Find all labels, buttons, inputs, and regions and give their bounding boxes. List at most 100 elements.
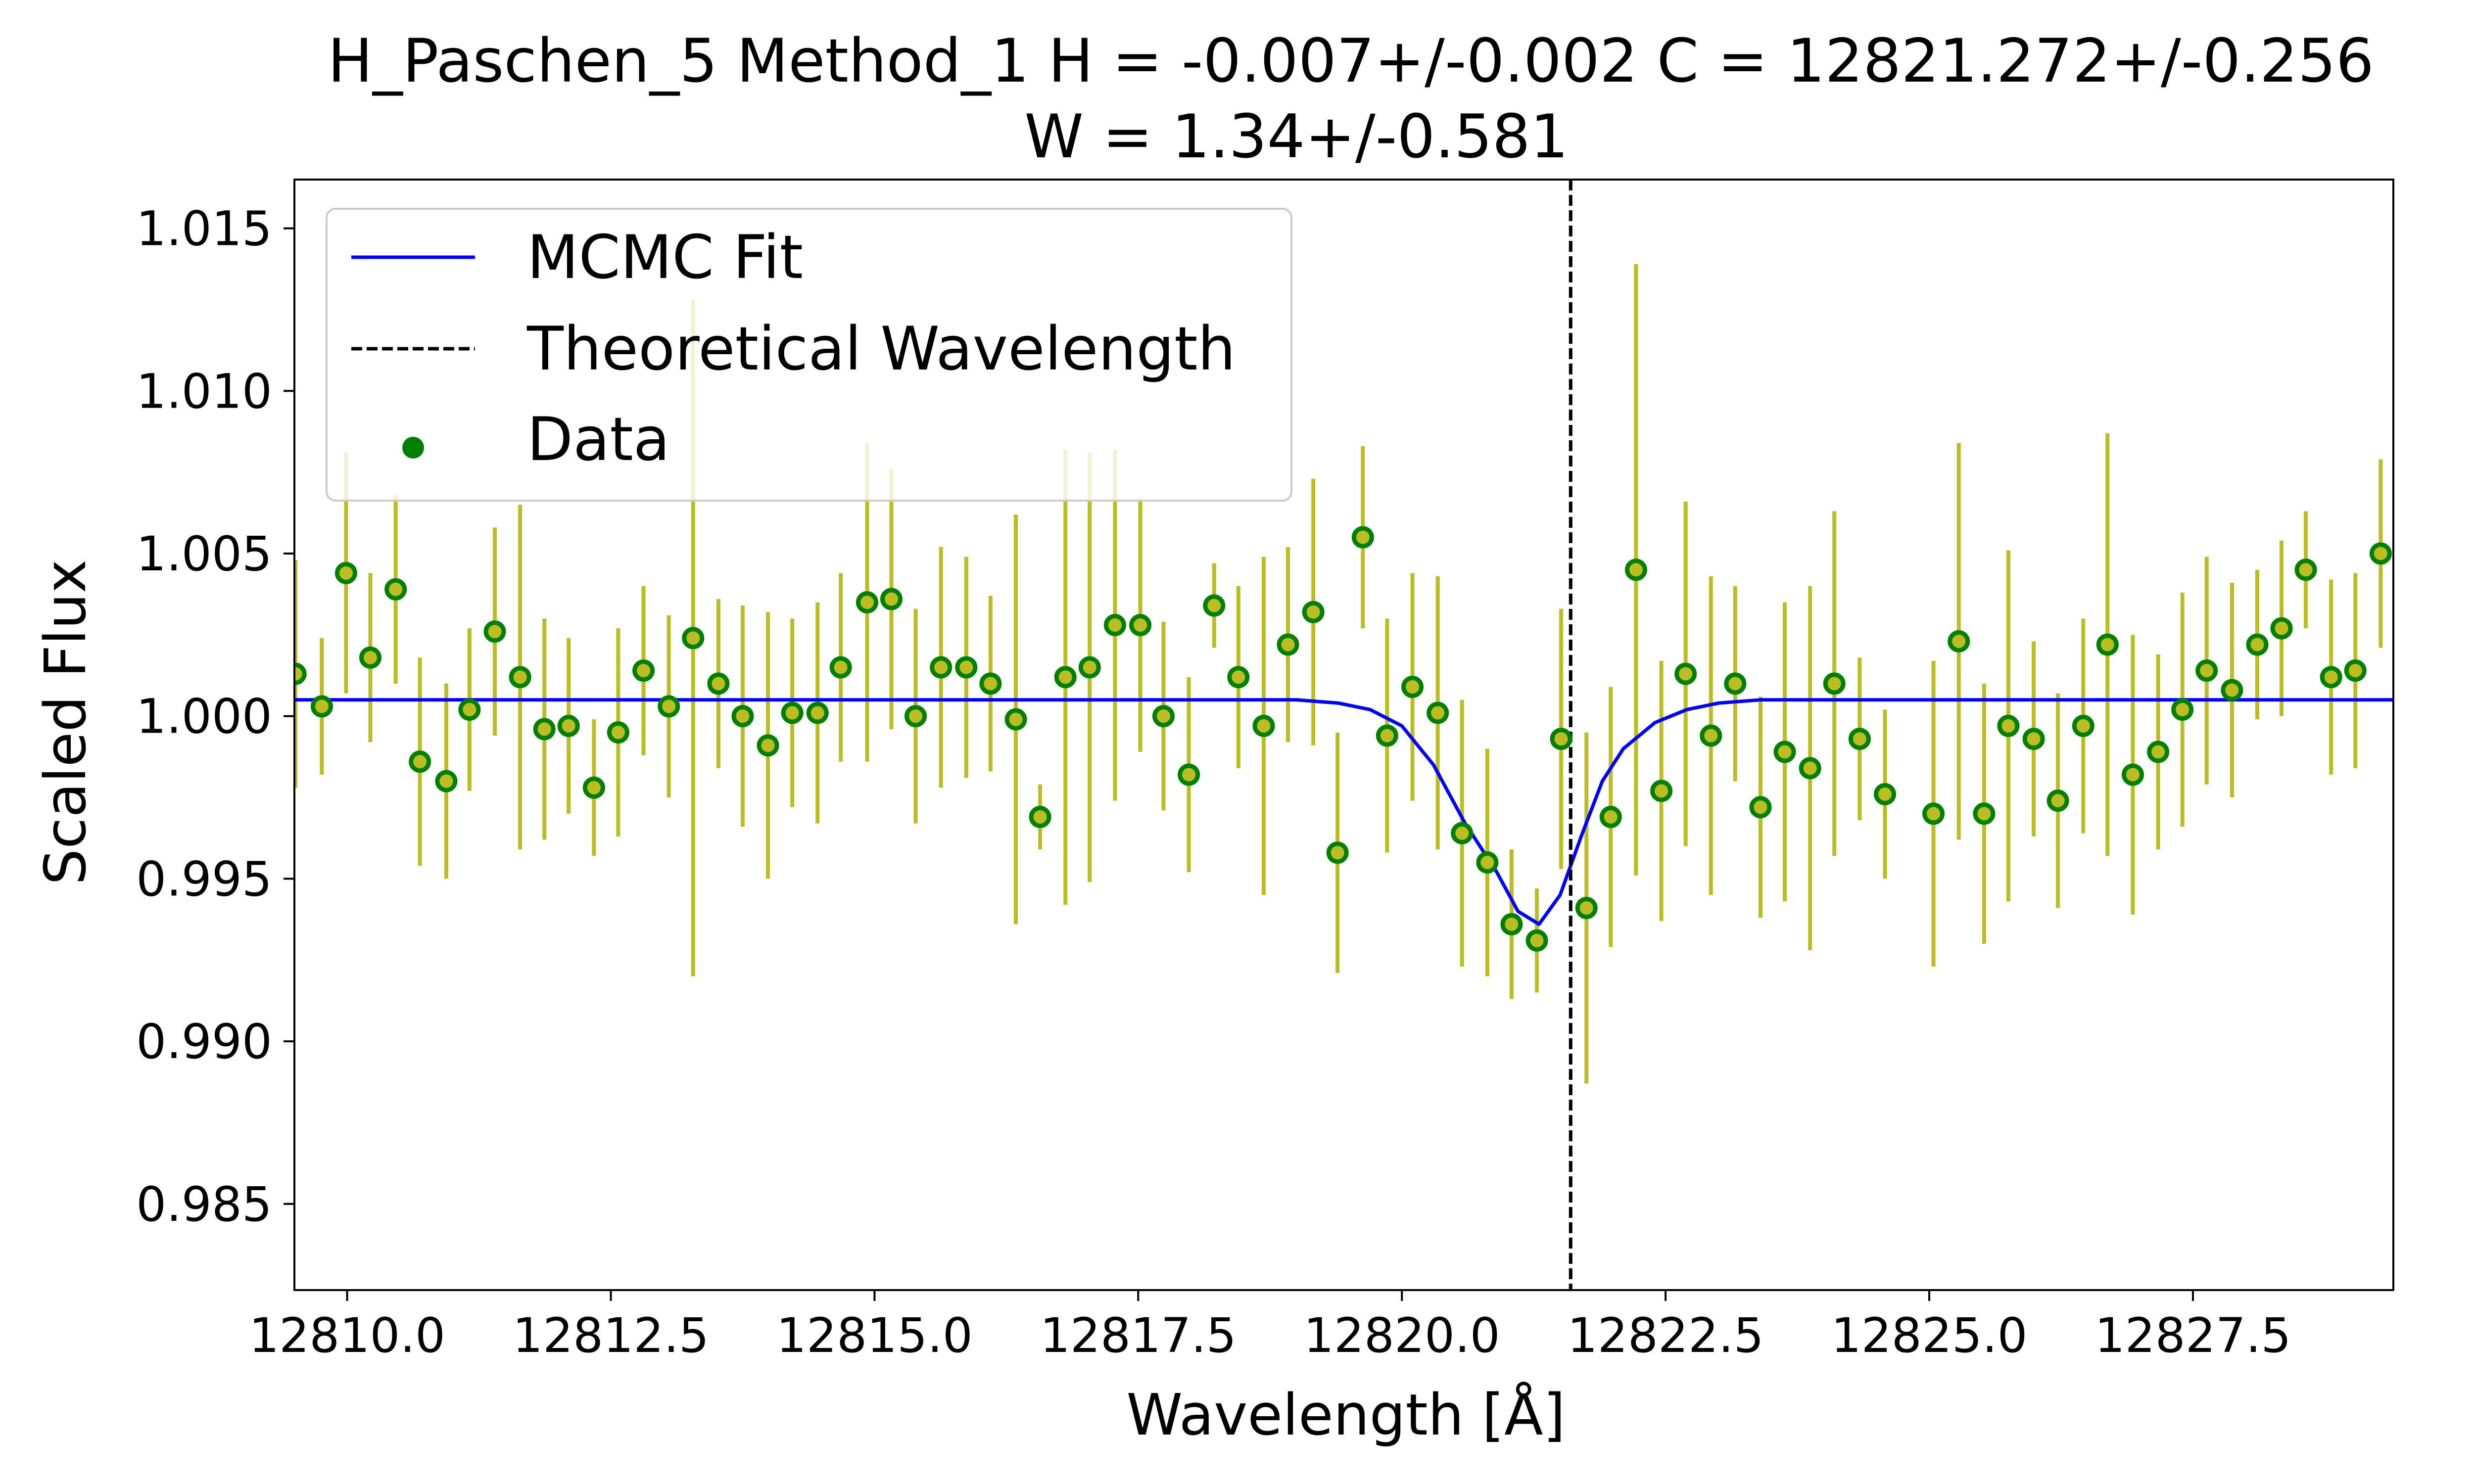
data-point [2270, 617, 2293, 640]
data-point [1029, 805, 1051, 828]
x-tick-label: 12825.0 [1831, 1308, 2028, 1363]
data-point [1724, 672, 1747, 695]
data-point [409, 750, 431, 773]
y-tick-label: 1.005 [136, 526, 272, 582]
data-point [1451, 822, 1474, 844]
data-point [2221, 679, 2243, 701]
data-point [856, 591, 878, 614]
data-point [1799, 757, 1821, 780]
data-point [294, 662, 307, 685]
x-tick-label: 12827.5 [2094, 1308, 2291, 1363]
data-point [1376, 724, 1398, 747]
data-point [483, 620, 506, 643]
data-point [1624, 558, 1647, 581]
data-point [557, 714, 580, 737]
x-tick-label: 12810.0 [249, 1308, 445, 1363]
data-point [1525, 929, 1548, 952]
data-point [1129, 614, 1152, 637]
data-point [1550, 728, 1572, 750]
data-point [2344, 659, 2367, 682]
data-point [1427, 701, 1449, 724]
data-point [2369, 542, 2392, 565]
y-tick-label: 1.010 [136, 364, 272, 419]
data-point [1401, 676, 1424, 698]
data-point [435, 770, 458, 792]
data-point [1575, 897, 1598, 920]
data-point [2171, 698, 2194, 721]
data-point [829, 656, 852, 679]
data-point [781, 701, 804, 724]
data-point [979, 672, 1002, 695]
data-point [1476, 851, 1499, 874]
data-point [707, 672, 730, 695]
data-point [2096, 633, 2119, 656]
data-point [1004, 708, 1027, 731]
y-tick-label: 1.015 [136, 201, 272, 257]
data-point [509, 666, 531, 689]
data-point [1948, 630, 1970, 652]
data-point [359, 646, 381, 669]
data-point [682, 627, 705, 649]
data-point [1823, 672, 1846, 695]
y-axis-label: Scaled Flux [33, 559, 99, 885]
fit-line [294, 698, 2393, 926]
y-tick-label: 0.990 [136, 1014, 272, 1069]
data-point [2072, 714, 2094, 737]
data-point [806, 701, 829, 724]
x-tick-label: 12812.5 [513, 1308, 709, 1363]
data-point [1227, 666, 1250, 689]
chart-title: H_Paschen_5 Method_1 H = -0.007+/-0.002 … [328, 26, 2374, 96]
data-point [1500, 913, 1523, 935]
data-point [2121, 763, 2144, 786]
data-point [607, 721, 629, 744]
y-tick-label: 1.000 [136, 689, 272, 744]
plot-area [293, 179, 2394, 1291]
data-point [1277, 633, 1299, 656]
legend-swatch-data [402, 437, 424, 459]
data-point [1973, 802, 1996, 825]
data-point [1351, 526, 1374, 549]
data-point [310, 695, 333, 718]
y-axis-ticks: 0.985 0.990 0.995 1.000 1.005 1.010 1.015 [136, 201, 294, 1232]
data-point [632, 659, 655, 682]
data-point [334, 561, 357, 584]
data-point [1749, 796, 1772, 819]
data-point [1078, 656, 1101, 679]
data-point [2022, 728, 2045, 750]
data-point [458, 698, 481, 721]
data-point [955, 656, 978, 679]
legend-box [326, 208, 1292, 502]
data-point [533, 718, 556, 741]
data-point [1874, 783, 1897, 805]
data-point [930, 656, 952, 679]
data-point [757, 734, 779, 757]
data-point [731, 705, 754, 728]
x-tick-label: 12822.5 [1568, 1308, 1764, 1363]
data-point [2246, 633, 2269, 656]
data-point [2147, 741, 2170, 763]
data-point [1054, 666, 1077, 689]
plot-frame [293, 179, 2394, 1291]
x-tick-label: 12817.5 [1040, 1308, 1237, 1363]
legend-label-fit: MCMC Fit [527, 223, 803, 292]
data-point [1326, 841, 1349, 864]
x-axis-label: Wavelength [Å] [1126, 1381, 1565, 1448]
legend: MCMC Fit Theoretical Wavelength Data [326, 208, 1292, 502]
legend-label-data: Data [527, 405, 670, 474]
data-point [904, 705, 927, 728]
legend-label-theoretical: Theoretical Wavelength [526, 314, 1236, 384]
data-point [384, 578, 407, 601]
data-point [1178, 763, 1200, 786]
x-tick-label: 12820.0 [1304, 1308, 1500, 1363]
data-point [582, 776, 605, 799]
data-point [1152, 705, 1175, 728]
x-axis-ticks: 12810.0 12812.5 12815.0 12817.5 12820.0 12822… [249, 1290, 2291, 1363]
data-point [1674, 662, 1697, 685]
data-point [2046, 789, 2069, 812]
y-tick-label: 0.985 [136, 1177, 272, 1232]
data-point [1922, 802, 1945, 825]
data-point [1700, 724, 1722, 747]
x-tick-label: 12815.0 [776, 1308, 973, 1363]
data-points [294, 526, 2392, 952]
